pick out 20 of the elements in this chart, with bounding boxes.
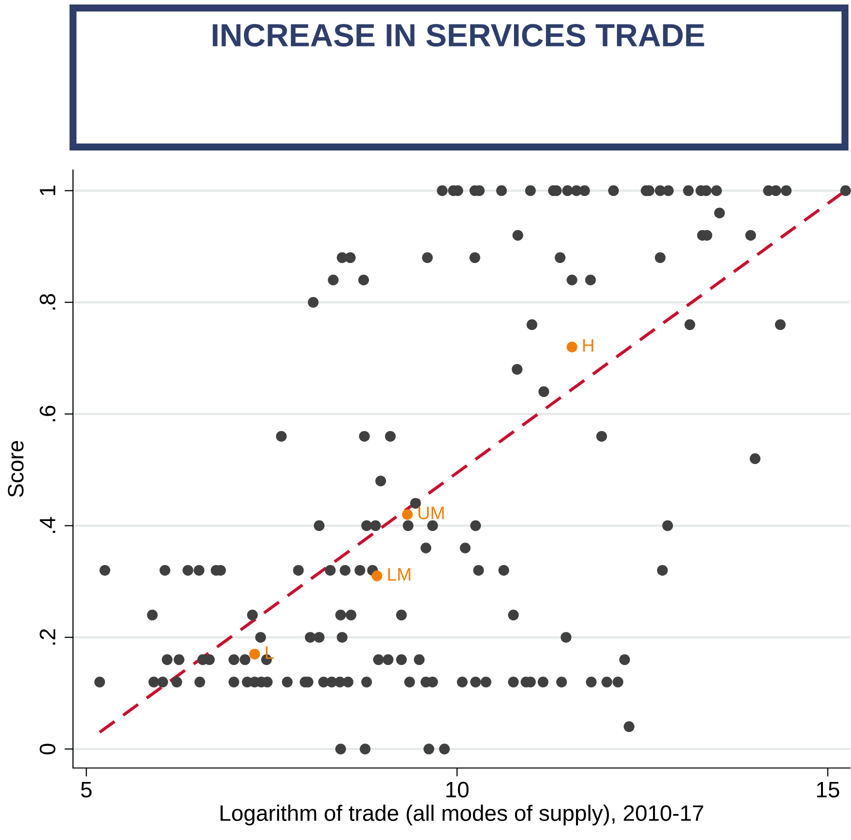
annotation: H — [583, 339, 594, 352]
chart-title: INCREASE IN SERVICES TRADE — [212, 24, 704, 47]
annotation: L — [266, 646, 274, 659]
y-tick-label: .2 — [40, 629, 56, 645]
point — [566, 342, 578, 352]
x-tick-label: 15 — [817, 782, 840, 798]
x-tick-label: 5 — [81, 782, 92, 798]
point — [372, 570, 382, 582]
y-tick-label: 0 — [40, 744, 56, 754]
x-axis-title: Logarithm of trade (all modes of supply), 2010-17 — [220, 804, 704, 826]
annotation: LM — [388, 568, 410, 581]
x-tick-label: 10 — [446, 782, 469, 798]
y-tick-label: .4 — [40, 517, 56, 533]
y-tick-label: .6 — [40, 406, 56, 422]
point — [249, 648, 260, 660]
annotation: UM — [418, 506, 444, 520]
y-tick-label: 1 — [40, 186, 56, 196]
point — [402, 509, 413, 520]
y-tick-label: .8 — [40, 294, 56, 310]
y-axis-title: Score — [8, 440, 24, 498]
